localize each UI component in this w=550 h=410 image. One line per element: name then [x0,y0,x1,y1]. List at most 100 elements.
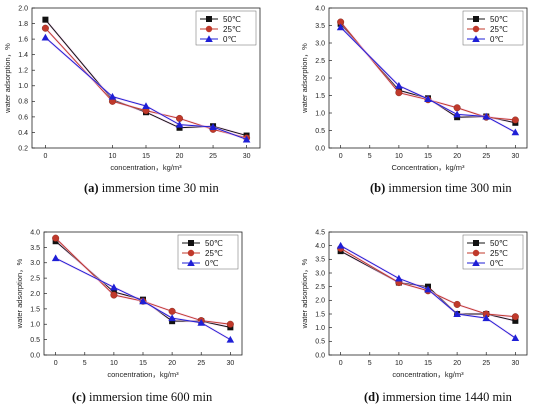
data-point-0 [424,285,432,293]
y-tick-label: 1.6 [18,37,28,44]
y-tick-label: 0.4 [18,130,28,137]
caption-d-text: immersion time 1440 min [379,390,512,404]
data-point-0 [110,283,118,291]
x-tick-label: 25 [197,360,205,367]
x-tick-label: 30 [511,153,519,160]
data-point-25 [176,114,184,122]
y-tick-label: 0.0 [315,145,325,152]
y-tick-label: 1.0 [315,110,325,117]
data-point-0 [242,135,251,143]
y-tick-label: 0.5 [315,128,325,135]
x-tick-label: 0 [339,153,343,160]
legend-label: 25℃ [490,249,508,258]
x-tick-label: 0 [43,153,47,160]
caption-b-letter: (b) [370,181,386,195]
y-tick-label: 0.6 [18,114,28,121]
data-point-0 [453,310,461,317]
caption-a: (a) immersion time 30 min [84,181,219,196]
y-tick-label: 4.5 [315,229,325,236]
data-point-0 [209,123,217,130]
x-axis-label: concentration，kg/m³ [110,163,182,172]
data-point-0 [41,33,50,41]
caption-a-text: immersion time 30 min [98,181,219,195]
caption-c: (c) immersion time 600 min [72,390,212,405]
y-tick-label: 2.5 [315,284,325,291]
y-axis-label: water adsorption，% [300,43,309,114]
y-axis-label: water adsorption，% [15,258,24,329]
data-point-0 [511,334,520,342]
legend-label: 25℃ [223,25,241,34]
x-tick-label: 5 [368,153,372,160]
caption-b-text: immersion time 300 min [385,181,512,195]
y-tick-label: 0.2 [18,145,28,152]
x-tick-label: 25 [482,360,490,367]
series-line-25 [55,237,231,325]
legend-marker [205,25,213,33]
x-tick-label: 30 [243,153,251,160]
data-point-0 [226,335,235,343]
data-point-25 [41,24,49,32]
data-point-0 [168,314,176,322]
data-point-0 [482,112,491,120]
x-tick-label: 15 [142,153,150,160]
chart-a-svg: 0.2 0.4 0.6 0.8 1.0 1.2 1.4 1.6 1.8 2.0 0 10 15 20 25 3… [3,5,261,172]
legend-marker [187,249,195,257]
y-tick-label: 1.4 [18,52,28,59]
series-line-25 [340,247,516,318]
data-point-25 [511,116,519,124]
y-tick-label: 1.5 [315,93,325,100]
data-point-0 [197,318,206,326]
legend-label: 50℃ [490,239,508,248]
x-axis-label: concentration，kg/m³ [107,370,179,379]
data-point-50 [169,318,176,325]
legend-label: 0℃ [205,259,218,268]
y-axis-label: water adsorption，% [3,43,12,114]
data-point-0 [108,92,117,100]
y-tick-label: 3.0 [315,40,325,47]
data-point-0 [51,254,60,262]
series-line-0 [340,26,516,133]
x-tick-label: 25 [482,153,490,160]
legend-marker [472,25,480,33]
data-point-0 [336,23,345,31]
y-tick-label: 4.0 [315,5,325,12]
y-tick-label: 2.0 [315,75,325,82]
y-tick-label: 4.0 [30,229,40,236]
legend-marker [188,240,194,246]
legend-marker [206,16,212,22]
y-tick-label: 0.0 [315,352,325,359]
legend-label: 25℃ [205,249,223,258]
data-point-0 [395,274,403,282]
data-point-50 [42,16,49,23]
y-tick-label: 3.0 [30,260,40,267]
y-tick-label: 3.5 [315,23,325,30]
data-point-50 [512,317,519,324]
y-tick-label: 1.5 [315,311,325,318]
legend-label: 0℃ [490,35,503,44]
data-point-0 [395,81,403,89]
caption-c-letter: (c) [72,390,86,404]
data-point-0 [139,297,147,305]
data-point-25 [226,320,234,328]
chart-panel-c: 0.0 0.5 1.0 1.5 2.0 2.5 3.0 3.5 4.0 0 5 10 15 20 25 30 c… [0,222,275,382]
chart-d-svg: 0.0 0.5 1.0 1.5 2.0 2.5 3.0 3.5 4.0 4.5 0 5 10 15 20 25… [300,229,528,379]
y-tick-label: 0.5 [315,339,325,346]
y-tick-label: 1.2 [18,68,28,75]
caption-d: (d) immersion time 1440 min [364,390,512,405]
legend-label: 25℃ [490,25,508,34]
legend-marker [472,35,480,42]
legend-marker [473,16,479,22]
x-tick-label: 10 [110,360,118,367]
legend-label: 50℃ [223,15,241,24]
chart-b-svg: 0.0 0.5 1.0 1.5 2.0 2.5 3.0 3.5 4.0 0 5 10 15 20 25 30 C… [300,5,528,172]
x-tick-label: 20 [453,360,461,367]
legend-marker [473,240,479,246]
y-tick-label: 2.0 [18,5,28,12]
data-point-0 [453,110,461,118]
legend-marker [472,259,480,266]
x-tick-label: 5 [368,360,372,367]
x-tick-label: 5 [83,360,87,367]
data-point-25 [52,234,60,242]
caption-a-letter: (a) [84,181,99,195]
y-tick-label: 0.8 [18,99,28,106]
